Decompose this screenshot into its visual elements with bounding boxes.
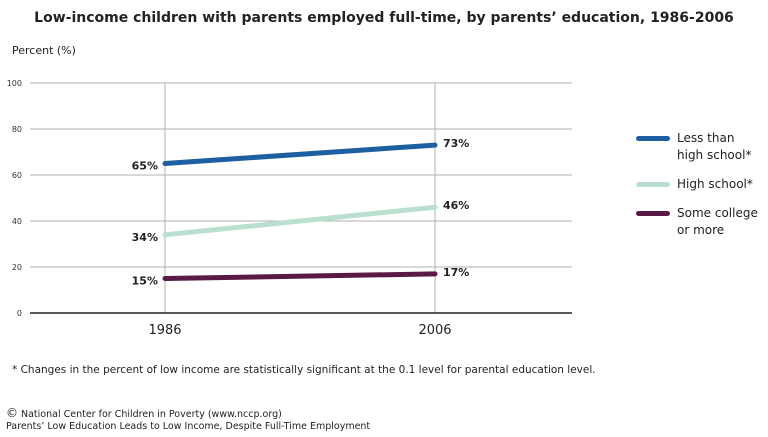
- series-line: [162, 142, 438, 166]
- data-label: 73%: [443, 137, 469, 150]
- data-label: 15%: [132, 275, 158, 288]
- data-label: 46%: [443, 199, 469, 212]
- credit-line-1: National Center for Children in Poverty …: [21, 409, 282, 420]
- y-tick-label: 40: [12, 217, 22, 226]
- legend-swatch: [636, 211, 670, 216]
- data-label: 34%: [132, 231, 158, 244]
- y-tick-label: 60: [12, 171, 22, 180]
- legend-label-line: high school*: [677, 148, 752, 162]
- y-tick-label: 20: [12, 263, 22, 272]
- legend-label-line: High school*: [677, 177, 753, 191]
- x-tick-label: 1986: [148, 323, 181, 338]
- y-tick-label: 100: [7, 79, 22, 88]
- copyright-icon: ©: [6, 406, 18, 420]
- legend-label-line: Some college: [677, 206, 758, 220]
- chart-title: Low-income children with parents employe…: [34, 10, 734, 26]
- y-tick-label: 80: [12, 125, 22, 134]
- x-tick-label: 2006: [418, 323, 451, 338]
- legend-label: Less than high school*: [677, 130, 763, 164]
- data-label: 65%: [132, 160, 158, 173]
- y-axis-title: Percent (%): [12, 44, 76, 57]
- credit-line-2: Parents’ Low Education Leads to Low Inco…: [6, 421, 371, 432]
- legend-label: High school*: [677, 176, 763, 193]
- data-label: 17%: [443, 266, 469, 279]
- series-line: [162, 271, 438, 281]
- legend-swatch: [636, 182, 670, 187]
- legend-item-less-than-high-school: Less than high school*: [636, 130, 766, 164]
- legend-item-high-school: High school*: [636, 176, 766, 193]
- legend-label-line: Less than: [677, 131, 735, 145]
- footnote: * Changes in the percent of low income a…: [12, 364, 596, 376]
- legend-item-some-college: Some college or more: [636, 205, 766, 239]
- legend-label: Some college or more: [677, 205, 763, 239]
- legend: Less than high school* High school* Some…: [636, 130, 766, 251]
- credit: © National Center for Children in Poverty…: [6, 407, 370, 433]
- legend-label-line: or more: [677, 223, 725, 237]
- y-tick-label: 0: [17, 309, 22, 318]
- legend-swatch: [636, 136, 670, 141]
- series-line: [162, 204, 438, 238]
